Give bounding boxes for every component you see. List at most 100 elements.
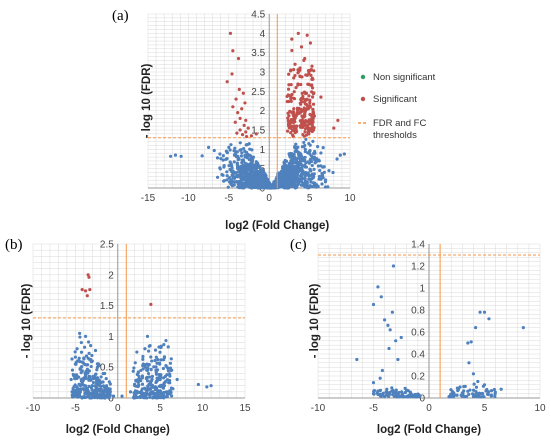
data-point <box>250 176 254 180</box>
data-point <box>316 184 320 189</box>
data-point <box>240 151 244 155</box>
data-point <box>294 126 298 131</box>
data-point <box>296 145 300 149</box>
data-point <box>478 391 482 396</box>
data-point <box>279 173 284 177</box>
data-point <box>290 184 294 188</box>
data-point <box>253 165 257 169</box>
data-point <box>278 176 283 180</box>
data-point <box>306 184 310 188</box>
data-point <box>293 166 298 170</box>
data-point <box>489 393 494 397</box>
data-point <box>499 387 503 391</box>
y-tick-label: 1 <box>419 284 425 295</box>
data-point <box>86 356 90 360</box>
data-point <box>167 379 172 383</box>
data-point <box>156 357 160 362</box>
data-point <box>455 393 459 397</box>
data-point <box>312 151 316 156</box>
data-point <box>310 122 314 127</box>
data-point <box>136 384 140 388</box>
data-point <box>413 392 417 397</box>
data-point <box>157 390 161 394</box>
data-point <box>390 386 394 390</box>
data-point <box>292 90 296 94</box>
data-point <box>74 373 79 377</box>
data-point <box>311 184 315 189</box>
data-point <box>145 368 149 372</box>
data-point <box>140 382 145 386</box>
data-point <box>234 180 238 184</box>
legend-label: Significant <box>373 94 417 105</box>
data-point <box>165 391 169 395</box>
data-point <box>229 178 233 182</box>
data-point <box>336 118 340 122</box>
data-point <box>290 48 294 53</box>
data-point <box>380 368 384 373</box>
data-point <box>472 382 476 386</box>
data-point <box>303 147 307 151</box>
x-tick-label: 10 <box>534 403 546 414</box>
data-point <box>319 95 323 99</box>
data-point <box>295 184 299 188</box>
data-point <box>379 295 383 299</box>
data-point <box>98 393 102 397</box>
data-point <box>308 41 313 45</box>
data-point <box>150 359 154 363</box>
data-point <box>245 184 249 188</box>
data-point <box>139 379 143 383</box>
x-tick-label: 5 <box>482 403 488 414</box>
data-point <box>474 390 478 394</box>
data-point <box>233 146 237 150</box>
data-point <box>404 388 409 392</box>
data-point <box>388 328 392 332</box>
data-point <box>168 374 172 378</box>
data-point <box>168 361 173 365</box>
data-point <box>200 154 204 158</box>
data-point <box>251 155 255 159</box>
data-point <box>286 119 291 124</box>
data-point <box>320 182 324 186</box>
data-point <box>255 185 259 189</box>
data-point <box>70 368 75 372</box>
data-point <box>227 145 231 149</box>
data-point <box>308 101 312 105</box>
data-point <box>458 385 462 389</box>
data-point <box>94 380 99 384</box>
data-point <box>132 396 137 400</box>
data-point <box>317 174 322 179</box>
data-point <box>462 389 466 393</box>
y-tick-label: 3 <box>260 68 266 79</box>
data-point <box>164 338 168 343</box>
legend-label: Non significant <box>373 72 436 83</box>
data-point <box>312 175 316 179</box>
data-point <box>264 184 268 188</box>
data-point <box>159 358 163 362</box>
non-significant-points <box>355 264 525 399</box>
data-point <box>292 107 296 111</box>
data-point <box>145 375 149 379</box>
data-point <box>82 395 86 399</box>
data-point <box>80 360 84 364</box>
data-point <box>493 390 497 394</box>
y-tick-label: 0.8 <box>411 306 425 317</box>
data-point <box>83 334 88 338</box>
data-point <box>316 164 320 168</box>
data-point <box>293 62 297 66</box>
panel-c: -10 -5 0 5 10 0 0.2 0.4 0.6 0.8 1 1.2 1.4 (c) log2 (Fo… <box>290 237 546 436</box>
data-point <box>87 393 91 397</box>
data-point <box>82 345 87 349</box>
y-tick-label: 0 <box>108 394 114 405</box>
data-point <box>132 366 136 370</box>
data-point <box>236 56 241 61</box>
data-point <box>381 393 385 397</box>
data-point <box>104 377 108 381</box>
data-point <box>291 120 295 124</box>
data-point <box>157 361 162 365</box>
data-point <box>296 176 300 180</box>
y-tick-label: 2.5 <box>251 87 265 98</box>
data-point <box>269 185 273 189</box>
x-tick-label: -5 <box>224 193 233 204</box>
data-point <box>410 394 414 399</box>
data-point <box>69 377 73 382</box>
